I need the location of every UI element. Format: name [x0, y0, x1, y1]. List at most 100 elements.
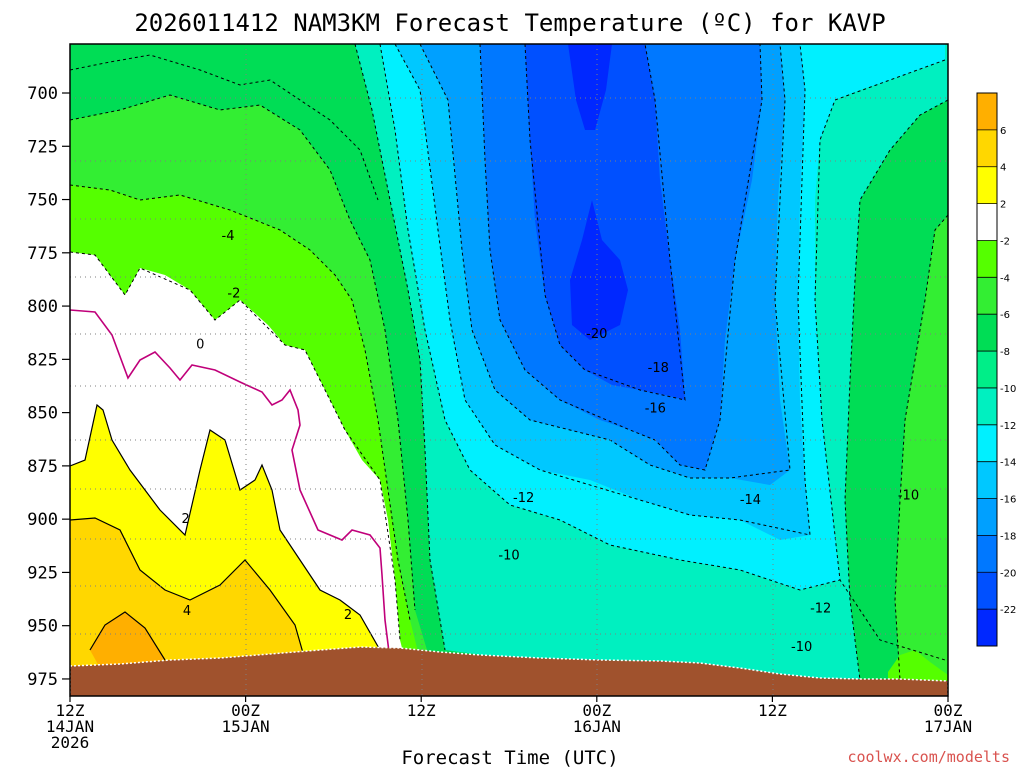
- grid-lines: [70, 44, 948, 696]
- contour-minus20: [524, 44, 686, 401]
- colorbar-tick-label: 4: [1000, 163, 1006, 174]
- contour-zero: [70, 309, 391, 661]
- contour-label: -10: [498, 548, 519, 563]
- colorbar-tick-label: -16: [1000, 495, 1016, 506]
- y-tick-label: 850: [27, 404, 58, 424]
- contour-label: 2: [344, 608, 352, 623]
- contour-label: 0: [196, 337, 204, 352]
- contour-minus8: [354, 44, 446, 651]
- contour-label: -10: [791, 640, 812, 655]
- colorbar-tick-label: -4: [1000, 273, 1010, 284]
- colorbar-swatch: [977, 572, 997, 610]
- contour-minus8-right: [844, 99, 948, 681]
- plot-area: [70, 44, 948, 696]
- y-axis: 700 725 750 775 800 825 850 875 900 925 950 975: [27, 84, 70, 690]
- contour-minus10-right: [814, 59, 946, 661]
- y-tick-label: 750: [27, 191, 58, 211]
- contour-minus12: [379, 44, 841, 591]
- colorbar-tick-label: -20: [1000, 568, 1016, 579]
- y-tick-label: 925: [27, 563, 58, 583]
- x-tick-label: 12Z: [56, 701, 85, 720]
- colorbar-swatch: [977, 461, 997, 500]
- contour-label: -10: [898, 489, 919, 504]
- x-tick-label: 2026: [51, 733, 90, 752]
- contour-minus16: [419, 44, 791, 479]
- colorbar-swatch: [977, 535, 997, 573]
- colorbar-tick-label: 6: [1000, 126, 1006, 137]
- contour-label: -20: [586, 327, 607, 342]
- colorbar-tick-label: -22: [1000, 605, 1016, 616]
- contour-minus6-right: [894, 214, 948, 681]
- colorbar-swatch: [977, 314, 997, 352]
- contour-plus6: [89, 611, 166, 661]
- colorbar-swatch: [977, 240, 997, 278]
- contour-minus18: [479, 44, 763, 471]
- contour-label: -14: [740, 493, 761, 508]
- band-6: [90, 612, 165, 668]
- x-tick-label: 14JAN: [46, 717, 94, 736]
- contour-plus4: [70, 517, 306, 661]
- colorbar-tick-label: -8: [1000, 347, 1010, 358]
- y-tick-label: 775: [27, 244, 58, 264]
- x-tick-label: 00Z: [582, 701, 611, 720]
- contour-lines: [70, 44, 948, 681]
- x-tick-label: 17JAN: [924, 717, 972, 736]
- colorbar-tick-label: -6: [1000, 310, 1010, 321]
- colorbar-tick-label: -12: [1000, 421, 1016, 432]
- x-tick-label: 12Z: [407, 701, 436, 720]
- y-tick-label: 875: [27, 457, 58, 477]
- credit-text: coolwx.com/modelts: [847, 748, 1010, 766]
- x-tick-label: 00Z: [231, 701, 260, 720]
- contour-minus4: [70, 184, 411, 621]
- colorbar-tick-label: 2: [1000, 200, 1006, 211]
- colorbar-swatch: [977, 166, 997, 205]
- x-tick-label: 15JAN: [222, 717, 270, 736]
- colorbar-tick-label: -10: [1000, 384, 1016, 395]
- x-tick-label: 00Z: [934, 701, 963, 720]
- band-minus6-right: [895, 215, 948, 680]
- x-tick-label: 16JAN: [573, 717, 621, 736]
- colorbar-swatch: [977, 387, 997, 426]
- band-minus22: [568, 44, 628, 340]
- contour-label: -2: [227, 286, 240, 301]
- y-tick-label: 800: [27, 297, 58, 317]
- plot-frame: [69, 43, 949, 697]
- x-axis-label: Forecast Time (UTC): [401, 747, 618, 768]
- colorbar-swatch: [977, 203, 997, 241]
- colorbar-tick-label: -2: [1000, 236, 1010, 247]
- contour-label: -12: [810, 602, 831, 617]
- colorbar-frame: [976, 92, 998, 647]
- colorbar-swatch: [977, 277, 997, 315]
- colorbar-swatch: [977, 129, 997, 168]
- y-tick-label: 825: [27, 350, 58, 370]
- colorbar-swatch: [977, 498, 997, 536]
- x-tick-label: 12Z: [758, 701, 787, 720]
- contour-label: -12: [513, 491, 534, 506]
- colorbar-swatch: [977, 351, 997, 389]
- chart-title: 2026011412 NAM3KM Forecast Temperature (…: [134, 9, 885, 37]
- y-tick-label: 975: [27, 670, 58, 690]
- contour-label: -18: [648, 361, 669, 376]
- y-tick-label: 950: [27, 617, 58, 637]
- colorbar-swatch: [977, 609, 997, 647]
- band-minus20: [525, 44, 685, 400]
- y-tick-label: 700: [27, 84, 58, 104]
- contour-minus10-upper: [70, 54, 379, 201]
- terrain-ground: [70, 646, 948, 696]
- colorbar: 6 4 2 -2 -4 -6 -8 -10 -12 -14 -16 -18 -20 -22: [976, 92, 1016, 647]
- contour-label: -4: [222, 229, 235, 244]
- contour-label: 4: [183, 604, 191, 619]
- y-tick-label: 900: [27, 510, 58, 530]
- colorbar-swatch: [977, 93, 997, 131]
- colorbar-tick-label: -14: [1000, 458, 1016, 469]
- y-tick-label: 725: [27, 137, 58, 157]
- colorbar-tick-label: -18: [1000, 531, 1016, 542]
- colorbar-swatch: [977, 424, 997, 463]
- contour-minus6: [70, 94, 416, 611]
- contour-label: -16: [645, 401, 666, 416]
- contour-label: 2: [181, 512, 189, 527]
- contour-minus14: [394, 44, 811, 536]
